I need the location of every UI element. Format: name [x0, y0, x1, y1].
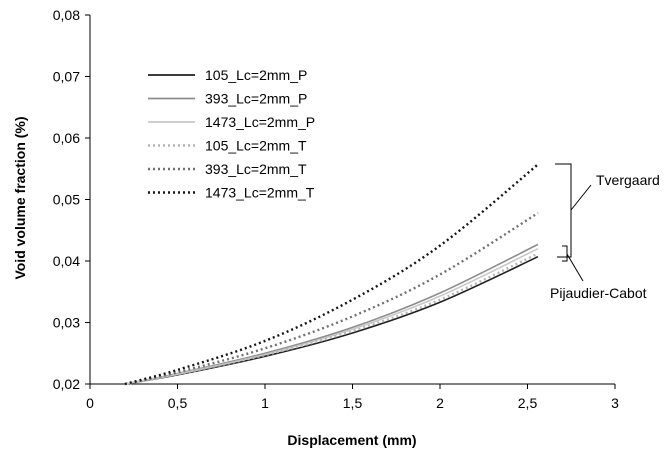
y-tick-label: 0,06 — [53, 130, 80, 146]
series-line-105-lc-2mm-t — [124, 252, 539, 386]
legend-label: 1473_Lc=2mm_P — [205, 114, 315, 130]
tvergaard-bracket — [555, 163, 572, 258]
legend-label: 393_Lc=2mm_T — [205, 161, 307, 177]
legend: 105_Lc=2mm_P 393_Lc=2mm_P 1473_Lc=2mm_P 105… — [148, 67, 315, 201]
y-tick-label: 0,07 — [53, 69, 80, 85]
series-line-1473-lc-2mm-t — [124, 163, 539, 386]
series-line-393-lc-2mm-p — [124, 243, 539, 385]
y-tick-label: 0,08 — [53, 7, 80, 23]
x-axis-title: Displacement (mm) — [287, 432, 416, 448]
x-tick-label: 0 — [86, 395, 94, 411]
y-tick-label: 0,05 — [53, 192, 80, 208]
x-tick-label: 0,5 — [168, 395, 188, 411]
annotation-pijaudier-cabot: Pijaudier-Cabot — [550, 245, 647, 301]
y-tick-label: 0,02 — [53, 376, 80, 392]
legend-label: 393_Lc=2mm_P — [205, 91, 307, 107]
y-ticks: 0,02 0,03 0,04 0,05 0,06 0,07 0,08 — [53, 7, 90, 392]
series-line-393-lc-2mm-t — [124, 211, 539, 386]
legend-label: 105_Lc=2mm_T — [205, 138, 307, 154]
y-axis-title: Void volume fraction (%) — [12, 116, 28, 279]
pijaudier-leader-line — [566, 253, 584, 282]
x-tick-label: 1 — [261, 395, 269, 411]
tvergaard-leader-line — [570, 184, 592, 211]
annotation-tvergaard: Tvergaard — [555, 163, 660, 258]
y-tick-label: 0,04 — [53, 253, 80, 269]
series-group — [124, 163, 539, 386]
legend-label: 105_Lc=2mm_P — [205, 67, 307, 83]
x-tick-label: 3 — [611, 395, 619, 411]
pijaudier-bracket — [562, 245, 568, 262]
series-line-1473-lc-2mm-p — [124, 247, 539, 385]
pijaudier-cabot-label: Pijaudier-Cabot — [550, 285, 647, 301]
y-tick-label: 0,03 — [53, 315, 80, 331]
x-tick-label: 1,5 — [343, 395, 363, 411]
x-tick-label: 2 — [436, 395, 444, 411]
x-tick-label: 2,5 — [518, 395, 538, 411]
tvergaard-label: Tvergaard — [596, 172, 660, 188]
legend-label: 1473_Lc=2mm_T — [205, 185, 315, 201]
x-ticks: 0 0,5 1 1,5 2 2,5 3 — [86, 384, 619, 411]
